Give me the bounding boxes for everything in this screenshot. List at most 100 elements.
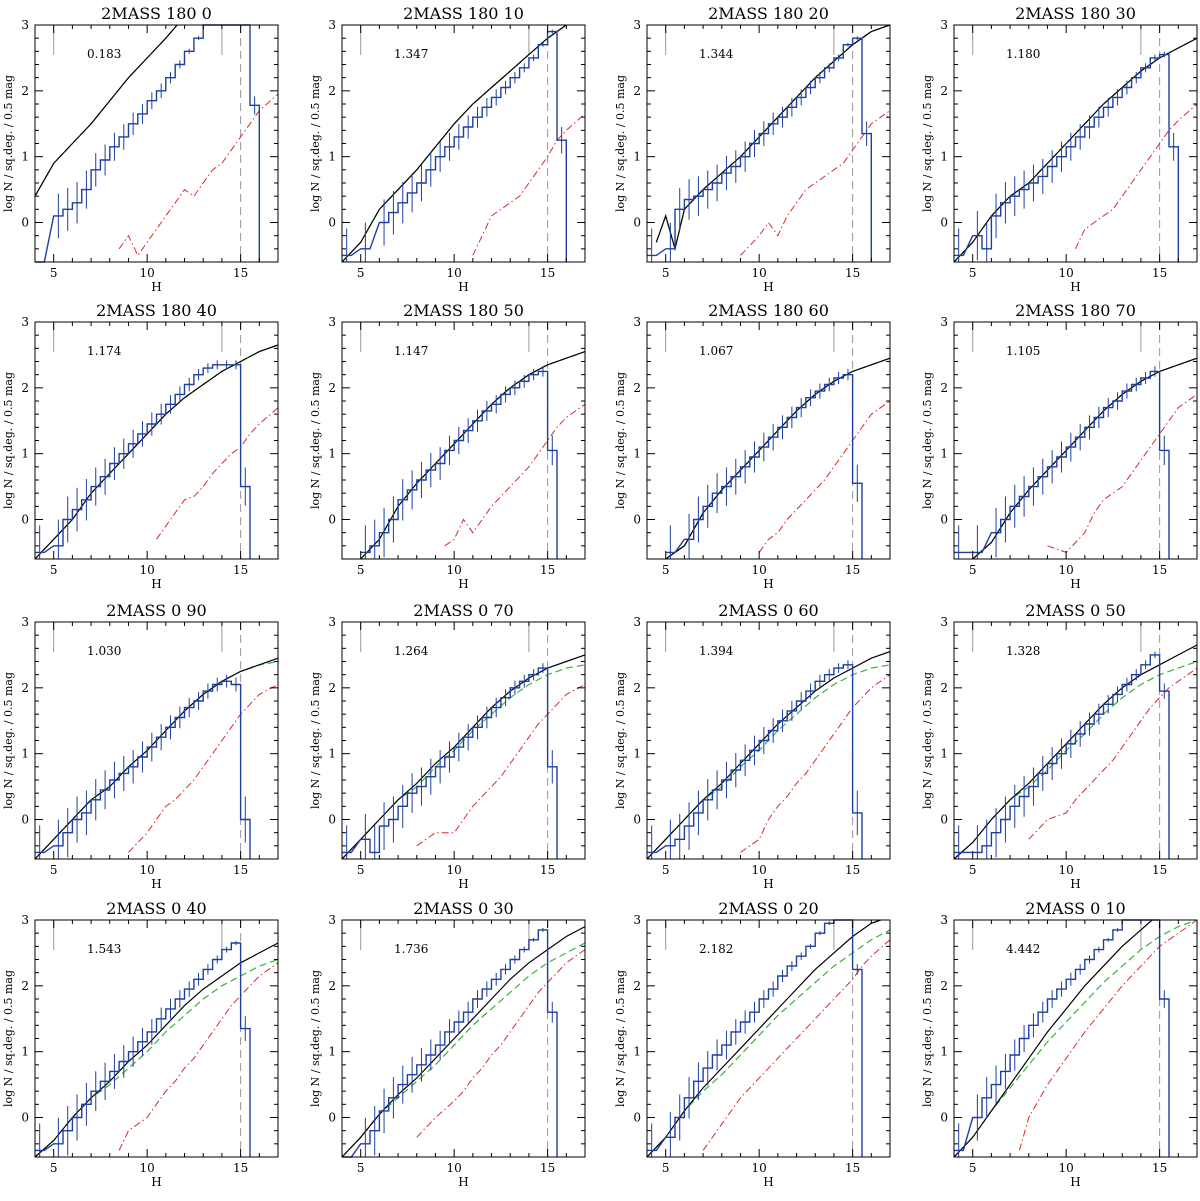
model-total-line: [34, 657, 279, 860]
x-axis-label: H: [151, 280, 161, 294]
x-tick-label: 5: [50, 863, 58, 877]
x-tick-label: 15: [233, 266, 248, 280]
model-total-line: [341, 926, 586, 1158]
x-tick-label: 5: [50, 1161, 58, 1175]
panel-frame: [34, 919, 279, 1158]
y-tick-label: 3: [633, 615, 641, 629]
y-tick-label: 2: [21, 381, 29, 395]
model-alt-line: [360, 351, 586, 560]
panel-value: 1.543: [87, 942, 121, 956]
panel-value: 1.174: [87, 344, 122, 358]
y-tick-label: 0: [940, 216, 948, 230]
model-total-line: [341, 24, 567, 263]
y-tick-label: 0: [633, 813, 641, 827]
y-tick-label: 2: [940, 84, 948, 98]
y-tick-label: 0: [328, 813, 336, 827]
y-axis-label: log N / sq.deg. / 0.5 mag: [309, 372, 322, 509]
x-tick-label: 15: [540, 863, 555, 877]
x-tick-label: 15: [845, 563, 860, 577]
y-axis-label: log N / sq.deg. / 0.5 mag: [2, 372, 15, 509]
panel-title: 2MASS 180 0: [101, 4, 212, 23]
x-tick-label: 15: [1152, 1161, 1167, 1175]
y-tick-label: 1: [940, 1045, 948, 1059]
model-alt-line: [34, 344, 279, 560]
observed-histogram: [647, 919, 863, 1157]
panel-frame: [646, 24, 891, 263]
x-tick-label: 10: [752, 1161, 767, 1175]
x-axis-label: H: [763, 1175, 773, 1189]
model-total-line: [953, 644, 1198, 860]
model-component-line: [118, 962, 279, 1151]
y-tick-label: 1: [21, 1045, 29, 1059]
y-axis-label: log N / sq.deg. / 0.5 mag: [614, 75, 627, 212]
x-tick-label: 15: [845, 266, 860, 280]
model-component-line: [740, 674, 891, 853]
y-axis-label: log N / sq.deg. / 0.5 mag: [921, 372, 934, 509]
model-total-line: [646, 919, 881, 1158]
model-alt-line: [341, 942, 586, 1158]
x-tick-label: 15: [1152, 563, 1167, 577]
x-tick-label: 10: [140, 1161, 155, 1175]
x-tick-label: 10: [1059, 1161, 1074, 1175]
x-axis-label: H: [1070, 1175, 1080, 1189]
x-tick-label: 15: [540, 1161, 555, 1175]
x-tick-label: 15: [845, 1161, 860, 1175]
y-tick-label: 2: [633, 681, 641, 695]
model-total-line: [360, 351, 586, 560]
y-tick-label: 0: [633, 216, 641, 230]
y-tick-label: 3: [328, 18, 336, 32]
model-alt-line: [341, 664, 586, 860]
panel-value: 1.736: [394, 942, 428, 956]
model-total-line: [655, 24, 891, 252]
x-axis-label: H: [1070, 877, 1080, 891]
model-alt-line: [34, 660, 279, 860]
x-tick-label: 10: [447, 563, 462, 577]
x-tick-label: 15: [845, 863, 860, 877]
model-total-line: [34, 942, 279, 1158]
y-tick-label: 1: [21, 150, 29, 164]
y-tick-label: 2: [940, 979, 948, 993]
x-tick-label: 10: [752, 563, 767, 577]
x-tick-label: 15: [233, 563, 248, 577]
y-tick-label: 1: [21, 447, 29, 461]
panel-title: 2MASS 0 90: [106, 601, 206, 620]
y-tick-label: 3: [633, 913, 641, 927]
panel-title: 2MASS 0 40: [106, 899, 206, 918]
x-tick-label: 10: [1059, 863, 1074, 877]
model-component-line: [472, 113, 586, 256]
x-axis-label: H: [151, 1175, 161, 1189]
x-tick-label: 5: [357, 1161, 365, 1175]
x-axis-label: H: [763, 877, 773, 891]
y-axis-label: log N / sq.deg. / 0.5 mag: [614, 372, 627, 509]
model-total-line: [953, 919, 1153, 1158]
model-total-line: [34, 344, 279, 560]
y-tick-label: 1: [328, 447, 336, 461]
x-axis-label: H: [458, 877, 468, 891]
observed-histogram: [342, 667, 558, 859]
x-tick-label: 5: [50, 563, 58, 577]
x-tick-label: 5: [357, 266, 365, 280]
panel-value: 1.180: [1006, 47, 1040, 61]
observed-histogram: [35, 942, 251, 1157]
panel-frame: [341, 919, 586, 1158]
panel-title: 2MASS 0 10: [1025, 899, 1125, 918]
model-component-line: [1075, 103, 1198, 250]
y-tick-label: 0: [21, 1111, 29, 1125]
model-alt-line: [665, 357, 891, 560]
y-axis-label: log N / sq.deg. / 0.5 mag: [614, 672, 627, 809]
y-tick-label: 0: [940, 513, 948, 527]
y-tick-label: 2: [328, 381, 336, 395]
panel-title: 2MASS 180 10: [403, 4, 524, 23]
panel-frame: [34, 24, 279, 263]
panel-value: 1.328: [1006, 644, 1040, 658]
x-tick-label: 15: [1152, 863, 1167, 877]
y-tick-label: 3: [328, 913, 336, 927]
model-total-line: [972, 357, 1198, 560]
